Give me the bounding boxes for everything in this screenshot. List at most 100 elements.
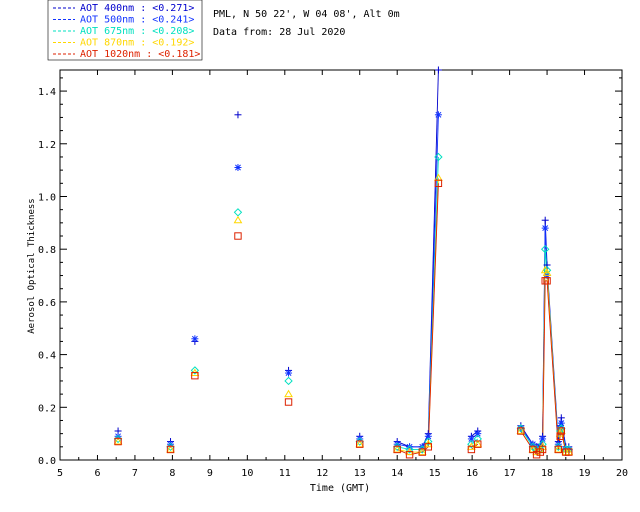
legend-entry: AOT 870nm : <0.192> — [80, 38, 194, 49]
star-mark — [474, 430, 481, 437]
diamond-mark — [542, 266, 552, 275]
square-mark — [543, 277, 551, 285]
diamond-mark — [467, 439, 476, 449]
x-tick-label: 8 — [169, 468, 175, 479]
data-point — [528, 444, 538, 453]
square-mark — [536, 448, 545, 456]
data-point — [557, 427, 566, 435]
data-point — [434, 152, 443, 162]
star-mark — [542, 225, 549, 232]
triangle-mark — [542, 268, 552, 276]
x-tick-label: 9 — [207, 468, 213, 479]
data-point — [356, 440, 364, 448]
data-point — [434, 179, 443, 188]
data-point — [474, 440, 482, 448]
y-tick-label: 1.2 — [38, 140, 56, 151]
y-tick-label: 0.6 — [38, 298, 56, 309]
legend-entry: AOT 400nm : <0.271> — [80, 3, 194, 14]
data-point — [554, 445, 563, 454]
x-tick-label: 7 — [132, 468, 138, 479]
square-mark — [538, 445, 547, 454]
star-mark — [558, 420, 565, 427]
star-mark — [425, 433, 432, 440]
data-point — [542, 268, 552, 276]
data-point — [516, 426, 526, 435]
data-point — [538, 445, 547, 454]
data-point — [191, 335, 199, 343]
data-point — [540, 244, 550, 254]
data-point — [191, 371, 199, 380]
diamond-mark — [405, 445, 414, 454]
data-point — [467, 439, 476, 449]
data-point — [536, 448, 545, 456]
x-tick-label: 11 — [279, 468, 291, 479]
x-tick-label: 18 — [541, 468, 553, 479]
square-mark — [474, 440, 482, 448]
y-tick-label: 1.4 — [38, 87, 56, 98]
y-axis-title: Aerosol Optical Thickness — [27, 198, 37, 333]
triangle-mark — [473, 439, 483, 448]
square-mark — [356, 440, 364, 448]
data-point — [355, 437, 364, 446]
data-point — [557, 419, 565, 427]
triangle-mark — [233, 215, 243, 224]
data-point — [417, 447, 427, 456]
y-tick-label: 0.0 — [38, 456, 56, 467]
data-point — [529, 445, 537, 454]
data-point — [233, 215, 243, 224]
square-mark — [565, 448, 573, 456]
triangle-mark — [355, 439, 365, 448]
series-segment — [542, 280, 546, 450]
data-point — [467, 445, 476, 454]
triangle-mark — [284, 389, 293, 398]
square-mark — [234, 232, 242, 240]
plot-axes: 5 6 7 8 9 10 11 12 13 14 15 16 17 18 19 20 0.0 0.2 0.4 0.6 0… — [38, 69, 628, 479]
diamond-mark — [190, 366, 200, 375]
square-mark — [393, 445, 401, 454]
square-mark — [557, 427, 566, 435]
diamond-mark — [424, 437, 433, 446]
data-point — [113, 437, 123, 445]
legend-box — [47, 0, 203, 61]
square-mark — [517, 427, 525, 435]
data-point — [434, 66, 442, 74]
data-point — [285, 369, 293, 377]
data-point — [393, 445, 401, 454]
x-tick-label: 17 — [504, 468, 516, 479]
triangle-mark — [166, 444, 175, 453]
star-mark — [435, 111, 442, 118]
data-point — [565, 448, 573, 456]
triangle-mark — [516, 426, 526, 435]
x-tick-label: 15 — [429, 468, 441, 479]
data-point — [166, 442, 175, 452]
chart-legend: AOT 400nm : <0.271>AOT 500nm : <0.241>AO… — [47, 0, 203, 61]
data-point — [424, 437, 433, 446]
data-point — [284, 398, 293, 406]
data-point — [418, 448, 427, 456]
star-mark — [191, 335, 198, 342]
diamond-mark — [516, 424, 526, 433]
data-point — [114, 437, 122, 446]
x-tick-label: 16 — [466, 468, 478, 479]
data-point — [434, 111, 442, 119]
data-point — [516, 424, 526, 433]
x-tick-label: 20 — [616, 468, 628, 479]
data-point — [554, 442, 563, 452]
data-point — [541, 224, 549, 232]
data-date-label: Data from: 28 Jul 2020 — [213, 27, 345, 38]
data-point — [542, 266, 552, 275]
data-point — [473, 434, 482, 444]
data-point — [517, 427, 525, 435]
y-tick-label: 0.2 — [38, 403, 56, 414]
data-point — [543, 277, 551, 285]
data-point — [541, 216, 549, 224]
data-point — [284, 376, 293, 386]
diamond-mark — [554, 442, 563, 452]
data-point — [392, 442, 402, 452]
legend-entry: AOT 1020nm : <0.181> — [80, 49, 200, 60]
square-mark — [556, 432, 564, 440]
legend-entry: AOT 675nm : <0.208> — [80, 26, 194, 37]
data-point — [234, 164, 242, 171]
data-point — [113, 434, 123, 444]
